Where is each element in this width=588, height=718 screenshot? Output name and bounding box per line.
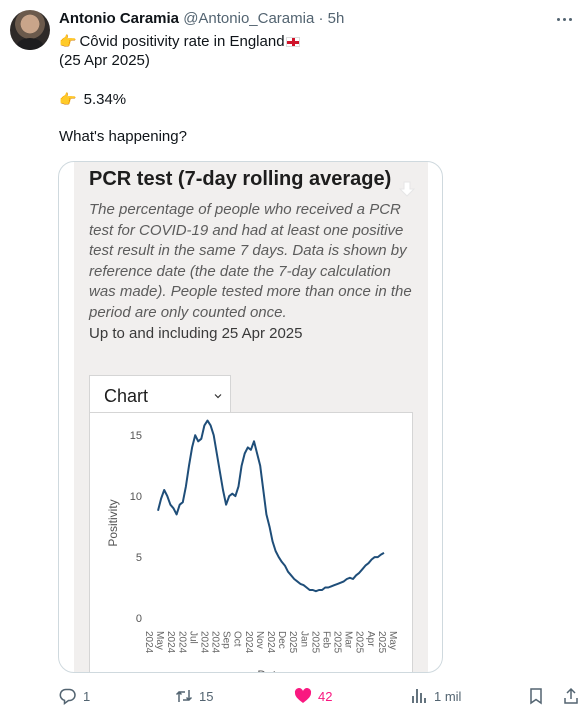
- avatar[interactable]: [10, 10, 50, 50]
- x-tick-label: Jan: [298, 631, 309, 647]
- bookmark-icon: [530, 688, 542, 705]
- x-tick-label: Jul: [187, 631, 198, 644]
- share-button[interactable]: [562, 687, 586, 705]
- chart-panel: PCR test (7-day rolling average) The per…: [74, 162, 428, 673]
- x-tick-label: 2025: [332, 631, 343, 654]
- chevron-down-icon: [214, 394, 222, 399]
- chart-description: The percentage of people who received a …: [89, 201, 412, 321]
- x-tick-label: 2024: [176, 631, 187, 654]
- x-tick-label: 2024: [165, 631, 176, 654]
- analytics-icon: [412, 689, 426, 703]
- repost-count: 15: [199, 688, 214, 704]
- pointing-hand-icon: 👉: [59, 33, 77, 49]
- x-tick-label: Oct: [232, 631, 243, 647]
- x-tick-label: Dec: [276, 631, 287, 649]
- timestamp[interactable]: 5h: [327, 10, 345, 27]
- tweet-line-2: (25 Apr 2025): [59, 52, 150, 69]
- tweet-line-3: 5.34%: [83, 91, 127, 108]
- reply-icon: [59, 688, 76, 705]
- author-handle[interactable]: @Antonio_Caramia: [183, 10, 315, 27]
- x-tick-label: May: [154, 631, 165, 650]
- x-tick-label: 2025: [376, 631, 387, 654]
- view-select-value: Chart: [104, 386, 149, 406]
- series-line: [157, 419, 385, 593]
- tweet-line-1: Côvid positivity rate in England: [79, 33, 285, 50]
- x-tick-label: 2025: [354, 631, 365, 654]
- x-axis-label: Date: [257, 668, 283, 673]
- chart-title: PCR test (7-day rolling average): [89, 168, 392, 190]
- x-tick-label: 2024: [143, 631, 154, 654]
- heart-icon: [294, 688, 312, 703]
- x-tick-label: Nov: [254, 631, 265, 649]
- y-tick-label: 5: [136, 552, 142, 564]
- separator: ·: [318, 10, 324, 27]
- reply-button[interactable]: 1: [59, 687, 90, 705]
- repost-button[interactable]: 15: [175, 687, 213, 705]
- more-options-icon[interactable]: [550, 8, 578, 30]
- views-button[interactable]: 1 mil: [410, 687, 461, 705]
- view-select[interactable]: Chart: [89, 375, 231, 413]
- pointing-hand-icon: 👉: [59, 91, 77, 107]
- x-tick-label: 2024: [243, 631, 254, 654]
- action-bar: 1 15 42 1 mil: [0, 683, 588, 711]
- share-icon: [564, 687, 578, 704]
- author-name[interactable]: Antonio Caramia: [59, 10, 180, 27]
- date-range-note: Up to and including 25 Apr 2025: [89, 325, 303, 342]
- x-tick-label: May: [387, 631, 398, 650]
- y-tick-label: 0: [136, 613, 142, 625]
- x-tick-label: Apr: [365, 631, 376, 647]
- like-button[interactable]: 42: [294, 687, 332, 705]
- england-flag-icon: [285, 37, 300, 47]
- reply-count: 1: [83, 688, 91, 704]
- tweet-line-4: What's happening?: [59, 128, 187, 145]
- x-tick-label: 2025: [309, 631, 320, 654]
- x-tick-label: Sep: [221, 631, 232, 649]
- x-tick-label: 2024: [198, 631, 209, 654]
- bookmark-button[interactable]: [527, 687, 551, 705]
- y-tick-label: 10: [130, 491, 142, 503]
- repost-icon: [175, 690, 193, 702]
- x-tick-label: 2025: [287, 631, 298, 654]
- chart-area: 0 5 10 15 Positivity 2024 May 2024 2024 Jul 2024 20…: [89, 412, 413, 673]
- tweet-header: Antonio Caramia @Antonio_Caramia · 5h: [59, 10, 344, 28]
- media-image[interactable]: PCR test (7-day rolling average) The per…: [58, 161, 443, 673]
- x-tick-label: Feb: [320, 631, 331, 649]
- x-tick-label: Mar: [343, 631, 354, 649]
- view-count: 1 mil: [434, 688, 462, 704]
- x-tick-label: 2024: [265, 631, 276, 654]
- download-icon[interactable]: [398, 180, 416, 198]
- tweet-text: 👉 Côvid positivity rate in England (25 Ap…: [59, 31, 539, 147]
- like-count: 42: [318, 688, 333, 704]
- x-tick-label: 2024: [210, 631, 221, 654]
- y-axis-label: Positivity: [106, 499, 120, 546]
- y-tick-label: 15: [130, 430, 142, 442]
